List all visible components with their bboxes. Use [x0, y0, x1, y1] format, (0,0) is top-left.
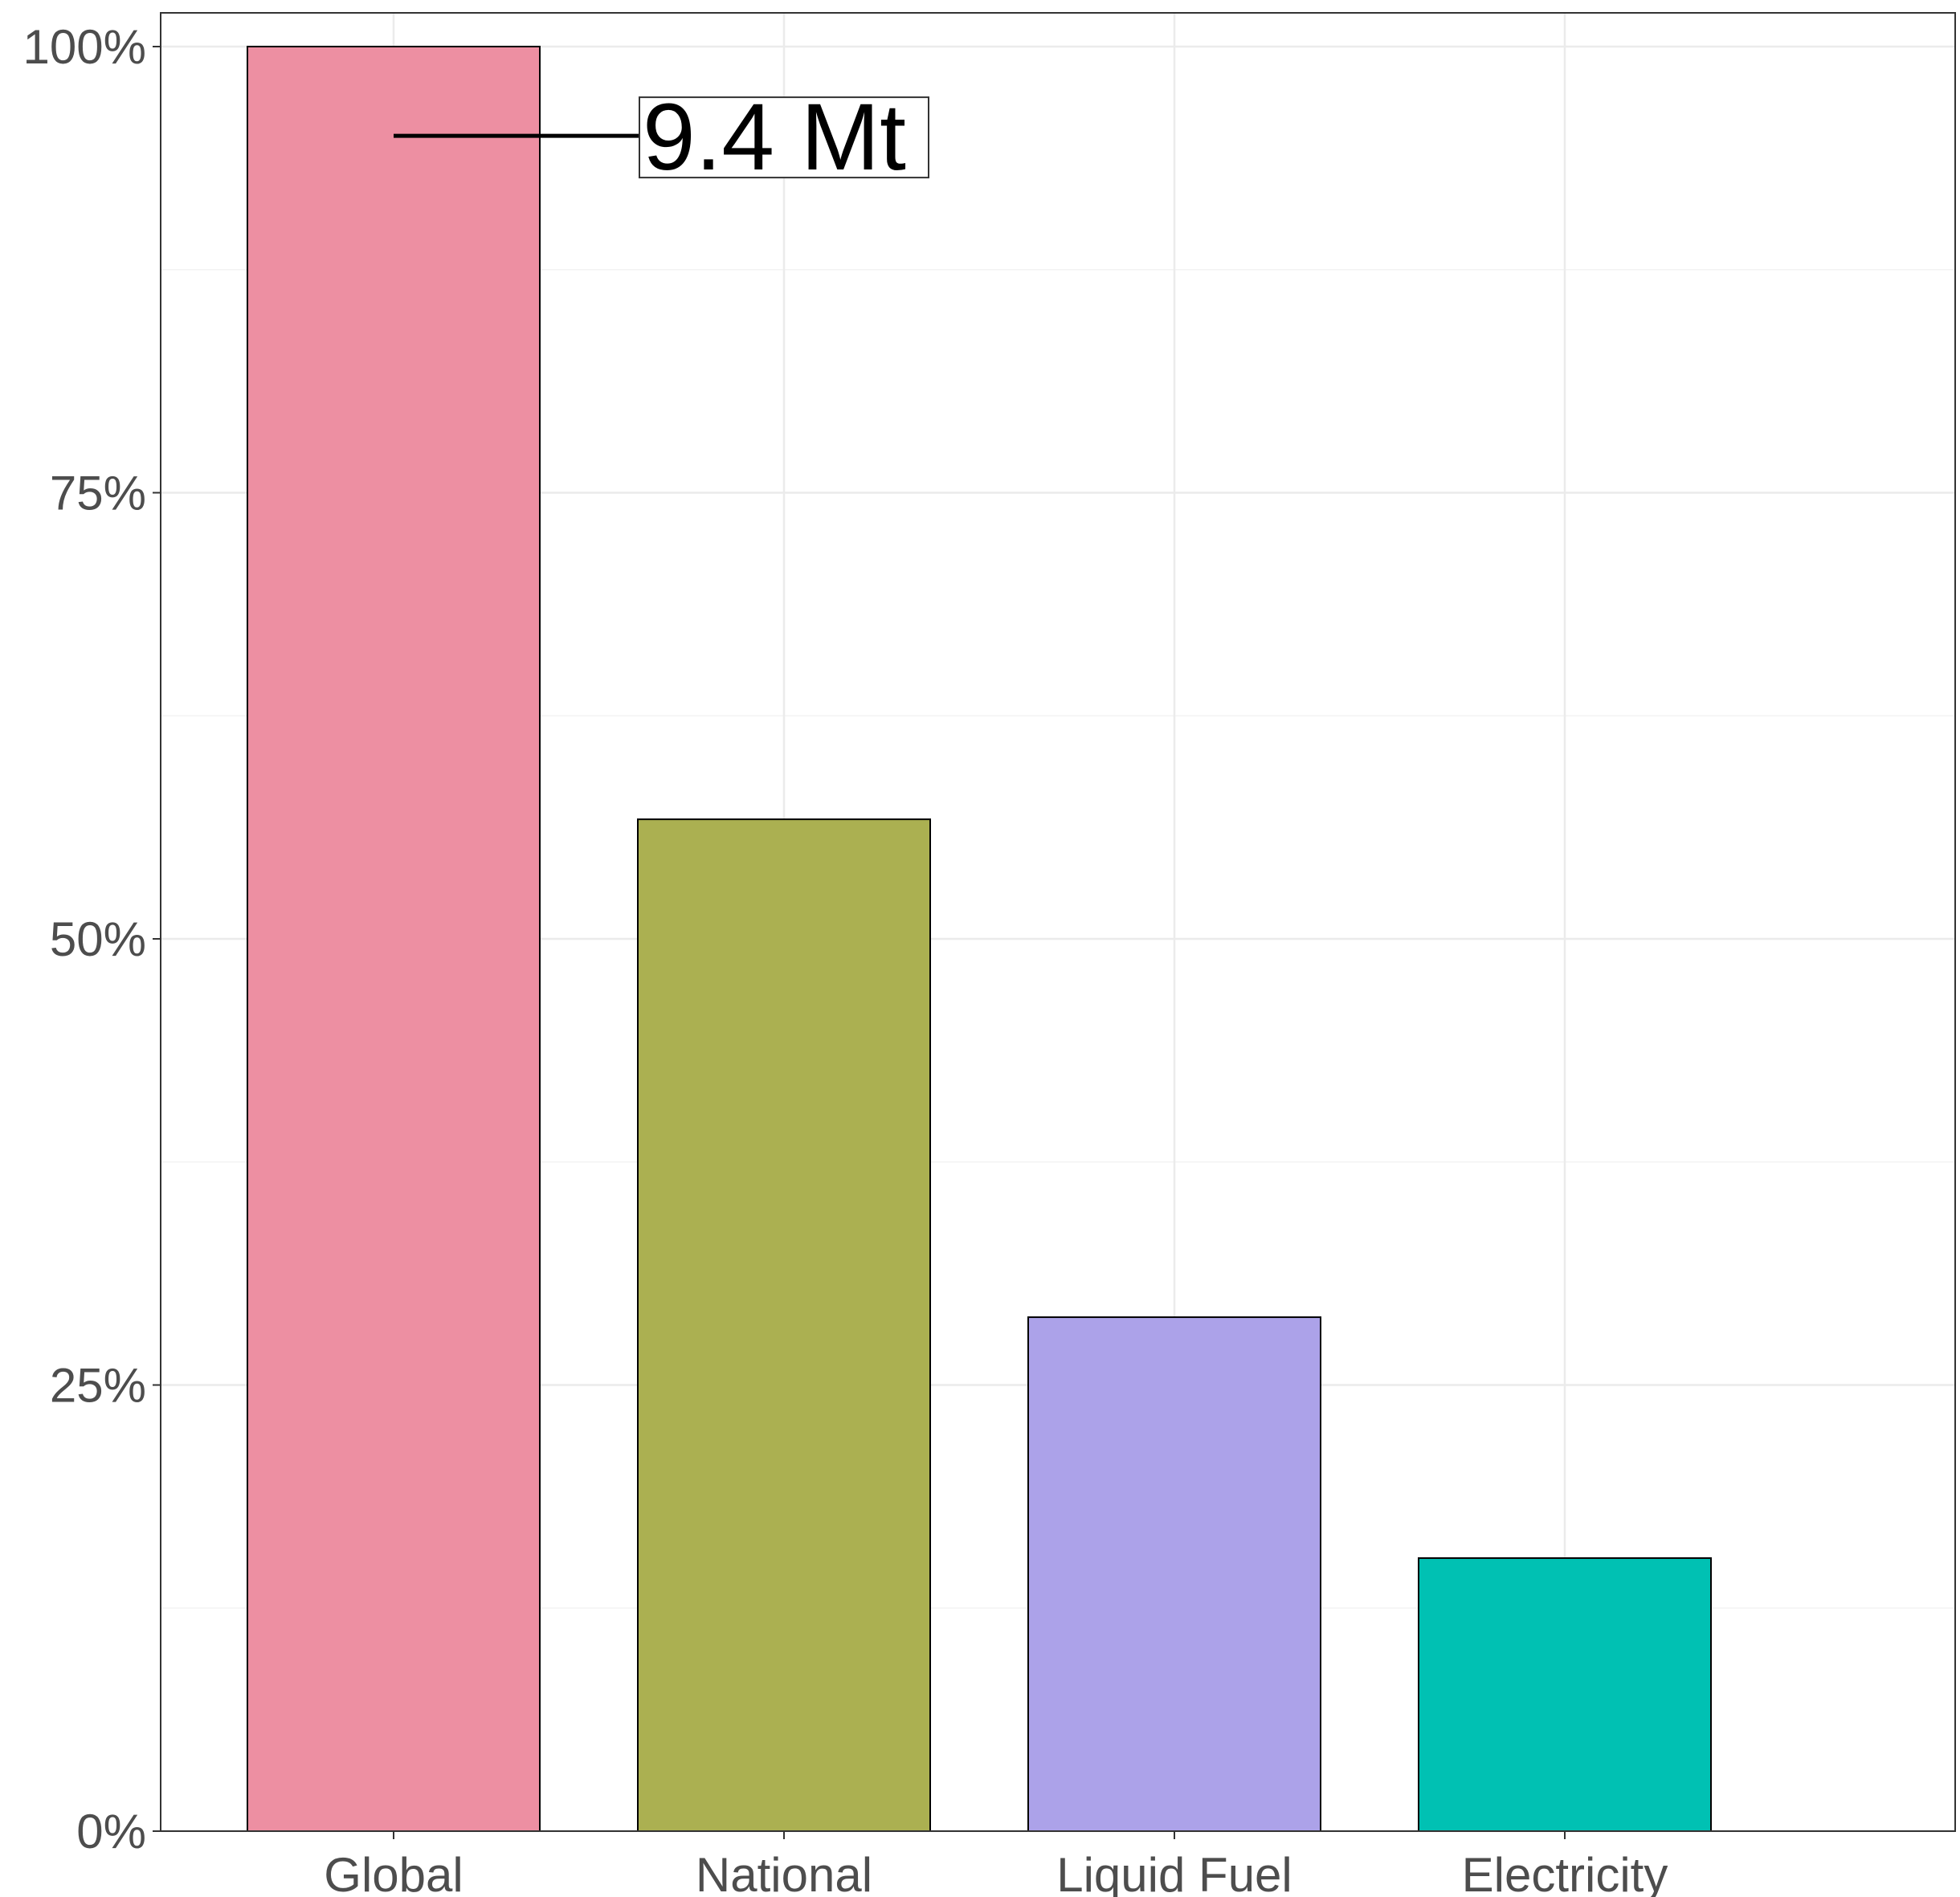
bar-electricity: [1418, 1557, 1712, 1833]
x-tick-label: Liquid Fuel: [1056, 1848, 1292, 1897]
x-axis: Global National Liquid Fuel Electricity: [324, 1831, 1668, 1897]
annotation-label-box: [639, 96, 929, 179]
bar-global: [247, 46, 541, 1832]
plot-border: [160, 12, 1956, 1832]
y-tick-label: 50%: [50, 912, 146, 966]
bars: [247, 46, 1712, 1833]
annotation-label: 9.4 Mt: [643, 84, 906, 190]
y-axis: 0% 25% 50% 75% 100%: [23, 20, 161, 1858]
annotation: 9.4 Mt: [394, 84, 929, 190]
y-tick-label: 25%: [50, 1359, 146, 1413]
y-tick-label: 100%: [23, 20, 146, 74]
y-tick-label: 75%: [50, 467, 146, 520]
x-tick-label: Electricity: [1462, 1848, 1668, 1897]
bar-liquid-fuel: [1027, 1316, 1321, 1832]
bar-national: [637, 818, 931, 1832]
x-tick-label: Global: [324, 1848, 463, 1897]
y-tick-label: 0%: [76, 1805, 146, 1858]
x-tick-label: National: [696, 1848, 872, 1897]
